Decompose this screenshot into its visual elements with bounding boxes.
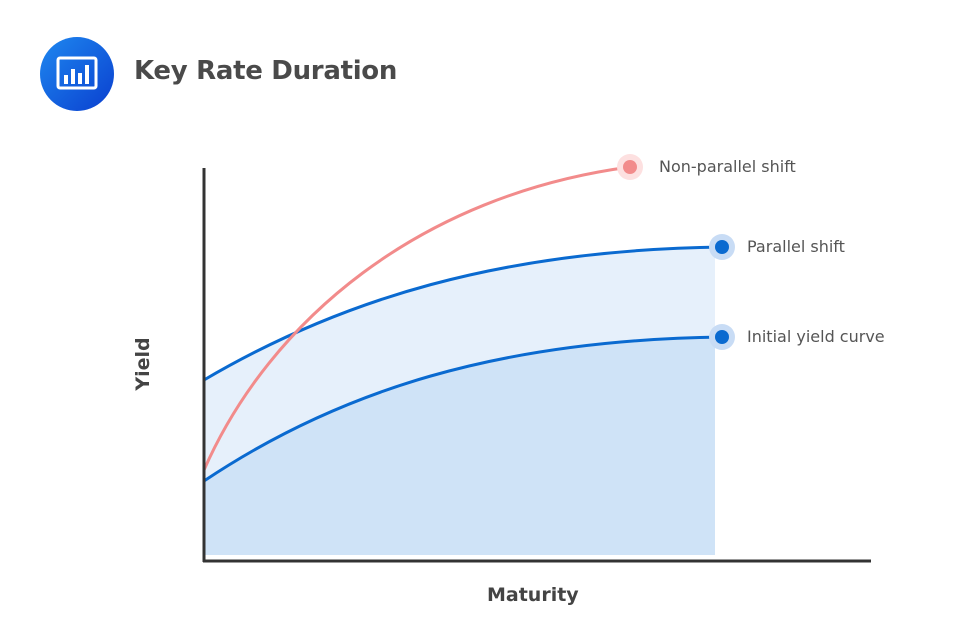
label-initial-yield-curve: Initial yield curve [747, 327, 885, 346]
page-title: Key Rate Duration [134, 56, 398, 86]
initial-end-point [715, 330, 729, 344]
non-parallel-end-point [623, 160, 637, 174]
parallel-end-point [715, 240, 729, 254]
initial-yield-curve-line [203, 335, 723, 483]
y-axis-label: Yield [132, 337, 154, 391]
x-axis-label: Maturity [487, 584, 579, 606]
bar-chart-icon [56, 56, 98, 90]
non-parallel-shift-line [202, 165, 631, 471]
parallel-shift-line [203, 245, 723, 382]
label-parallel-shift: Parallel shift [747, 237, 845, 256]
label-non-parallel-shift: Non-parallel shift [659, 157, 796, 176]
area-under-initial [204, 337, 715, 555]
logo [40, 37, 114, 111]
